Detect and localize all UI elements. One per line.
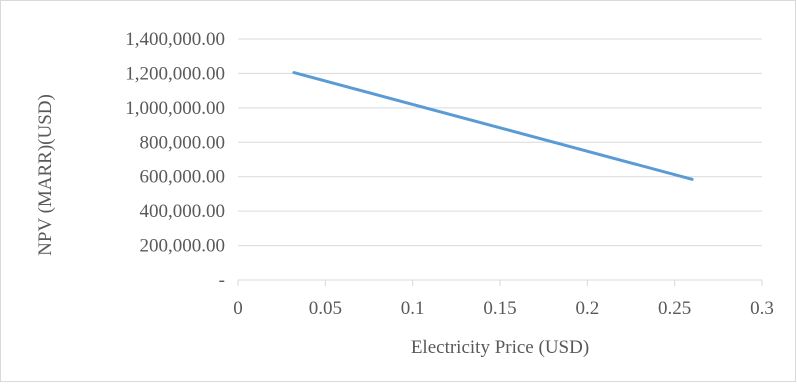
series-line-0 [292,71,694,181]
y-tick-label: 800,000.00 [140,132,226,153]
y-tick-label: 1,200,000.00 [125,63,225,84]
x-axis-title: Electricity Price (USD) [411,337,589,358]
x-tick-label: 0.15 [483,298,516,319]
x-tick-label: 0 [233,298,243,319]
x-tick-label: 0.2 [575,298,599,319]
x-tick-label: 0.1 [401,298,425,319]
x-tick-labels: 0 0.05 0.1 0.15 0.2 0.25 0.3 [233,298,774,319]
y-axis-title: NPV (MARR)(USD) [35,94,56,256]
y-tick-label: 1,400,000.00 [125,29,225,50]
y-tick-label: 200,000.00 [140,236,226,257]
y-tick-label: 600,000.00 [140,167,226,188]
series-lines [292,71,694,181]
axes [237,279,763,286]
y-tick-label: 1,000,000.00 [125,98,225,119]
y-tick-label: - [219,270,225,291]
gridlines [238,38,762,247]
x-tick-label: 0.05 [309,298,342,319]
y-tick-label: 400,000.00 [140,201,226,222]
x-tick-label: 0.3 [750,298,774,319]
y-tick-labels: - 200,000.00 400,000.00 600,000.00 800,000.0… [125,29,225,291]
x-tick-label: 0.25 [658,298,691,319]
